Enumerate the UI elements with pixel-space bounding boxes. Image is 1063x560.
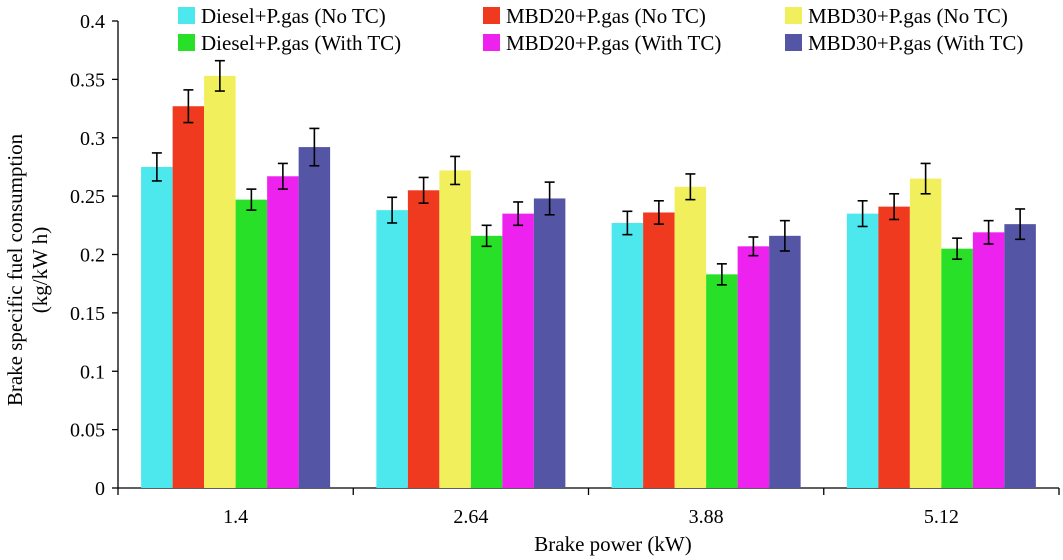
bar bbox=[972, 232, 1005, 488]
bar-series-group bbox=[141, 75, 1036, 489]
y-axis-title: Brake specific fuel consumption bbox=[3, 133, 27, 406]
bar bbox=[737, 246, 770, 488]
bar bbox=[1004, 224, 1036, 488]
bar bbox=[533, 198, 566, 488]
bar bbox=[706, 274, 738, 488]
x-tick-label: 3.88 bbox=[689, 506, 724, 528]
bar bbox=[376, 210, 408, 488]
bar bbox=[611, 222, 644, 489]
error-bar-group bbox=[151, 59, 1026, 286]
legend-swatch bbox=[178, 34, 195, 51]
bar bbox=[470, 235, 503, 488]
bar bbox=[909, 178, 942, 489]
y-tick-label: 0.15 bbox=[70, 303, 105, 325]
bar bbox=[846, 213, 879, 488]
legend-swatch bbox=[483, 7, 500, 24]
y-tick-label: 0.35 bbox=[70, 69, 105, 91]
y-axis-unit: (kg/kW h) bbox=[28, 227, 52, 314]
y-tick-label: 0 bbox=[95, 478, 105, 500]
bar bbox=[298, 147, 331, 488]
legend-label: MBD30+P.gas (With TC) bbox=[808, 31, 1023, 55]
bar bbox=[941, 248, 973, 488]
legend-swatch bbox=[483, 34, 500, 51]
bar bbox=[439, 170, 471, 488]
x-tick-label: 1.4 bbox=[223, 506, 248, 528]
bar bbox=[643, 212, 675, 488]
y-axis: 0 0.05 0.1 0.15 0.2 0.25 0.3 0.35 0.4 bbox=[70, 11, 119, 500]
legend-label: Diesel+P.gas (No TC) bbox=[201, 4, 386, 28]
bar bbox=[407, 190, 440, 488]
legend-swatch bbox=[785, 34, 802, 51]
bar bbox=[141, 166, 173, 488]
y-tick-label: 0.3 bbox=[80, 128, 105, 150]
legend-swatch bbox=[785, 7, 802, 24]
bar bbox=[235, 199, 268, 488]
x-tick-label: 2.64 bbox=[453, 506, 488, 528]
legend-label: Diesel+P.gas (With TC) bbox=[201, 31, 401, 55]
legend-label: MBD20+P.gas (With TC) bbox=[506, 31, 721, 55]
y-tick-label: 0.4 bbox=[80, 11, 105, 33]
bar bbox=[674, 186, 707, 488]
y-tick-label: 0.1 bbox=[80, 361, 105, 383]
x-axis-title: Brake power (kW) bbox=[534, 532, 691, 556]
x-tick-label: 5.12 bbox=[924, 506, 959, 528]
legend-label: MBD30+P.gas (No TC) bbox=[808, 4, 1008, 28]
y-tick-label: 0.25 bbox=[70, 186, 105, 208]
legend: Diesel+P.gas (No TC) MBD20+P.gas (No TC) M… bbox=[178, 4, 1023, 55]
y-tick-label: 0.05 bbox=[70, 420, 105, 442]
bar bbox=[502, 213, 534, 488]
legend-swatch bbox=[178, 7, 195, 24]
legend-label: MBD20+P.gas (No TC) bbox=[506, 4, 706, 28]
bar bbox=[267, 176, 299, 488]
x-axis: 1.4 2.64 3.88 5.12 bbox=[117, 487, 1060, 528]
bar bbox=[769, 235, 801, 488]
bar bbox=[878, 206, 910, 488]
bar bbox=[204, 75, 236, 488]
y-tick-label: 0.2 bbox=[80, 245, 105, 267]
bar bbox=[172, 106, 205, 488]
